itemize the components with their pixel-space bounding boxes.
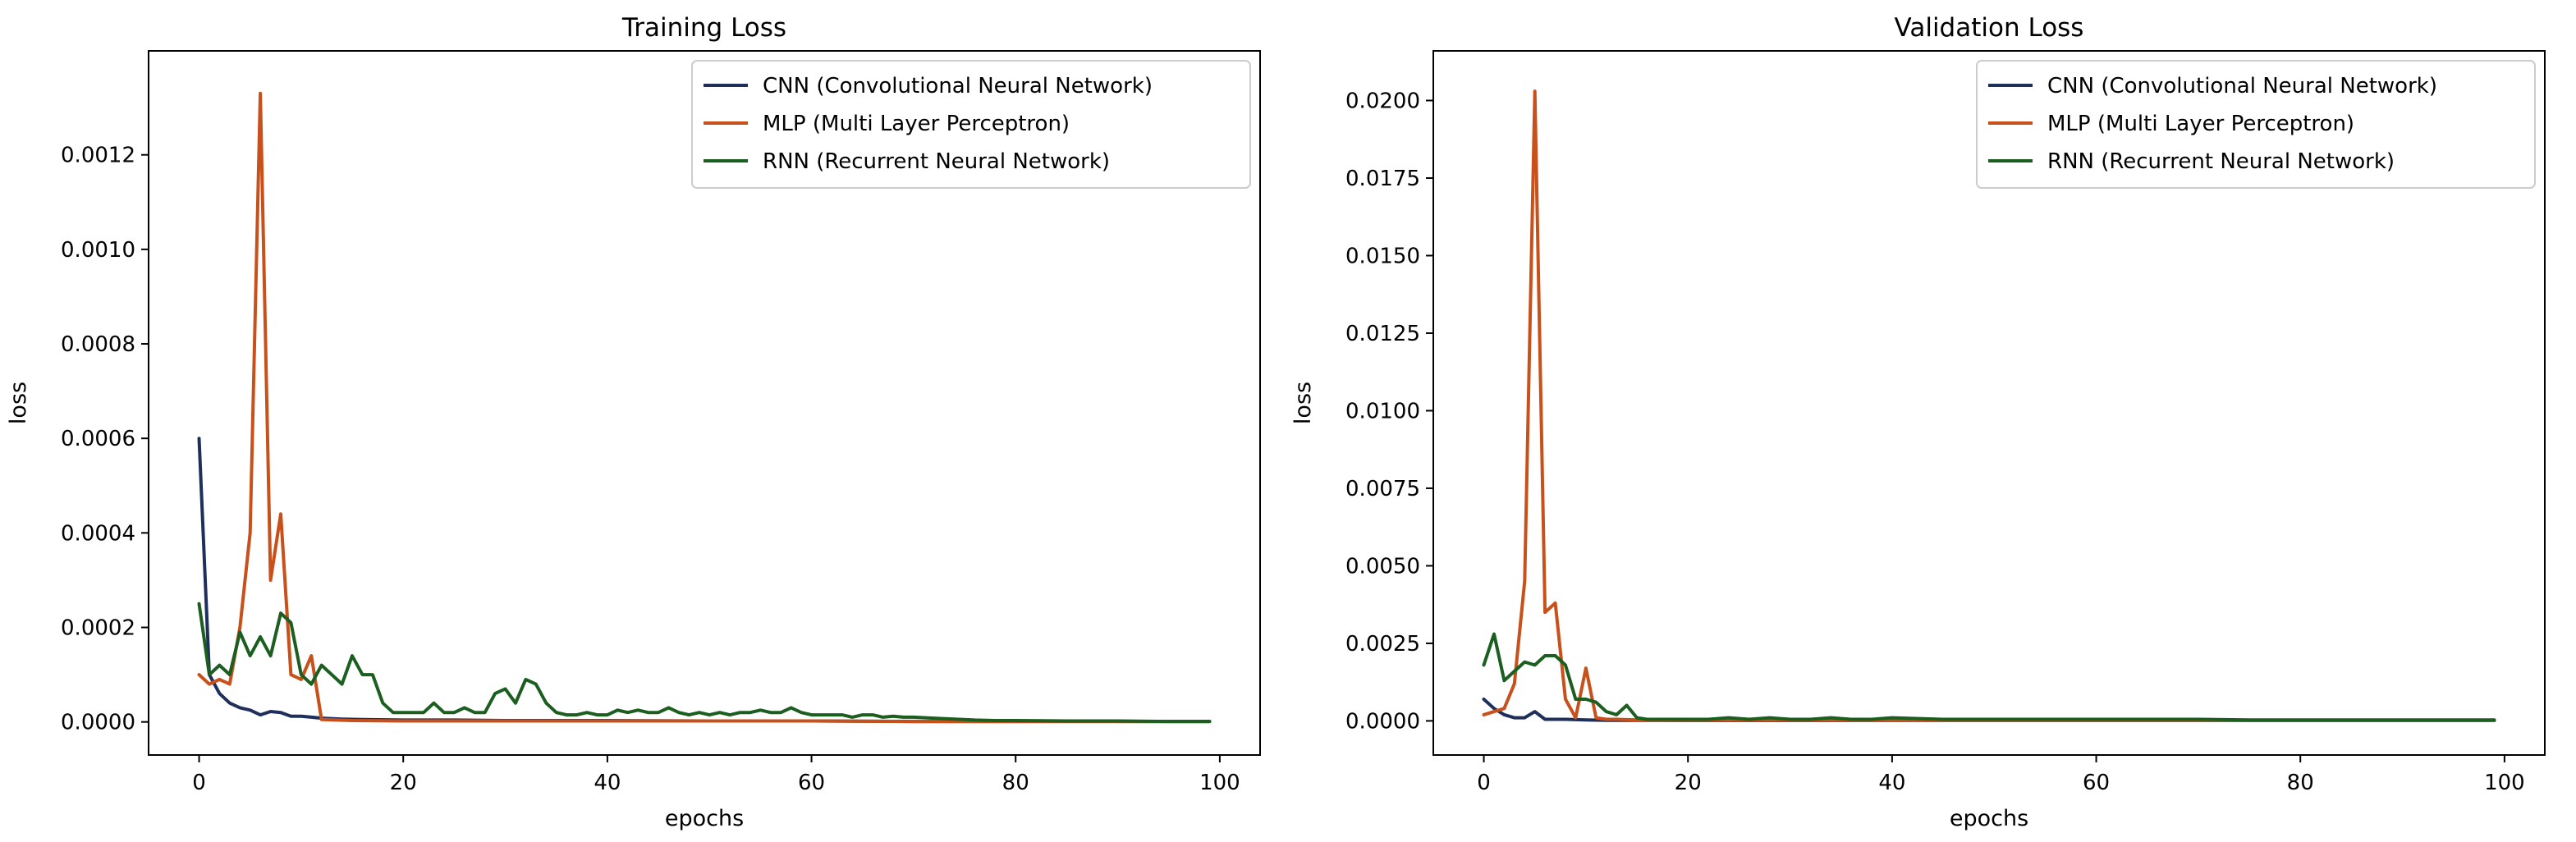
chart-1: Validation Loss 0 20 40 60 80 100 0.0000 0.0025 0… xyxy=(1290,13,2546,831)
x-tick-label: 100 xyxy=(2484,771,2525,795)
y-tick-label: 0.0050 xyxy=(1345,554,1420,579)
y-tick-label: 0.0100 xyxy=(1345,399,1420,423)
legend-label-1: MLP (Multi Layer Perceptron) xyxy=(763,112,1070,136)
x-tick-label: 40 xyxy=(594,771,621,795)
legend: CNN (Convolutional Neural Network) MLP (M… xyxy=(691,60,1251,189)
legend-label-1: MLP (Multi Layer Perceptron) xyxy=(2047,112,2354,136)
y-tick-label: 0.0125 xyxy=(1345,322,1420,346)
chart-title: Training Loss xyxy=(621,13,786,43)
series-line-2 xyxy=(1482,632,2496,722)
x-axis-label: epochs xyxy=(665,806,744,831)
series-group xyxy=(197,91,1212,724)
series-line-0 xyxy=(197,437,1212,724)
plot-frame xyxy=(1432,50,2546,756)
x-tick-label: 80 xyxy=(2287,771,2314,795)
x-tick-label: 60 xyxy=(2083,771,2110,795)
y-tick-label: 0.0200 xyxy=(1345,89,1420,113)
x-tick-label: 40 xyxy=(1878,771,1905,795)
x-tick-label: 60 xyxy=(798,771,825,795)
y-tick-label: 0.0008 xyxy=(61,332,135,357)
y-tick-label: 0.0075 xyxy=(1345,477,1420,501)
legend-box xyxy=(1976,60,2536,189)
legend-label-2: RNN (Recurrent Neural Network) xyxy=(2047,149,2395,174)
y-tick-label: 0.0012 xyxy=(61,144,135,168)
y-tick-label: 0.0000 xyxy=(61,711,135,735)
y-axis-label: loss xyxy=(1290,382,1316,424)
series-line-2 xyxy=(197,602,1212,724)
legend: CNN (Convolutional Neural Network) MLP (M… xyxy=(1976,60,2536,189)
legend-label-0: CNN (Convolutional Neural Network) xyxy=(2047,74,2437,98)
y-tick-label: 0.0010 xyxy=(61,238,135,263)
x-tick-label: 80 xyxy=(1002,771,1029,795)
y-tick-label: 0.0006 xyxy=(61,427,135,451)
x-tick-label: 100 xyxy=(1199,771,1240,795)
x-tick-label: 20 xyxy=(390,771,417,795)
legend-box xyxy=(691,60,1251,189)
y-tick-label: 0.0150 xyxy=(1345,244,1420,268)
y-tick-label: 0.0002 xyxy=(61,616,135,641)
legend-label-0: CNN (Convolutional Neural Network) xyxy=(763,74,1153,98)
x-tick-label: 0 xyxy=(1477,771,1491,795)
legend-label-2: RNN (Recurrent Neural Network) xyxy=(763,149,1110,174)
y-tick-label: 0.0004 xyxy=(61,521,135,546)
x-tick-label: 20 xyxy=(1675,771,1702,795)
x-axis-label: epochs xyxy=(1950,806,2028,831)
chart-title: Validation Loss xyxy=(1895,13,2084,43)
y-tick-label: 0.0175 xyxy=(1345,167,1420,191)
series-group xyxy=(1482,89,2496,722)
y-tick-label: 0.0000 xyxy=(1345,709,1420,734)
x-tick-label: 0 xyxy=(192,771,206,795)
y-tick-label: 0.0025 xyxy=(1345,632,1420,657)
plot-frame xyxy=(148,50,1261,756)
chart-0: Training Loss 0 20 40 60 80 100 0.0000 0.0002 0.0… xyxy=(6,13,1261,831)
y-axis-label: loss xyxy=(6,382,31,424)
